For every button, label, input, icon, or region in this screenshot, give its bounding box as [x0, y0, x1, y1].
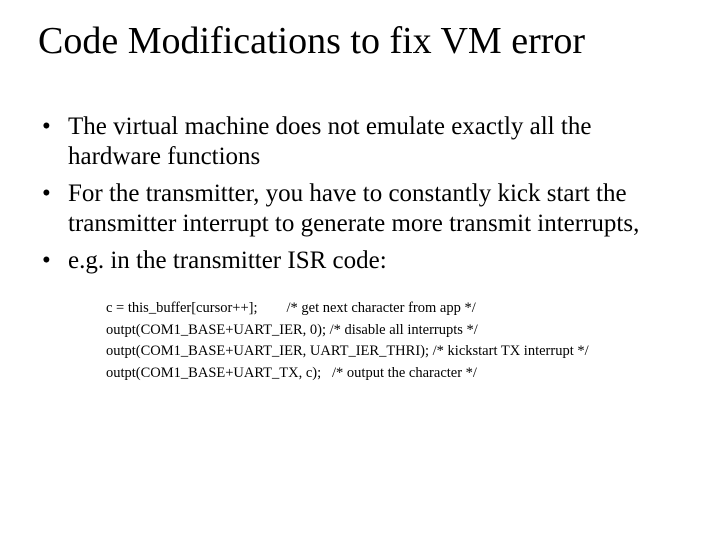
- bullet-item: e.g. in the transmitter ISR code:: [38, 246, 682, 277]
- bullet-item: The virtual machine does not emulate exa…: [38, 112, 682, 173]
- code-line: outpt(COM1_BASE+UART_IER, 0); /* disable…: [106, 322, 478, 338]
- code-line: outpt(COM1_BASE+UART_IER, UART_IER_THRI)…: [106, 343, 589, 359]
- code-line: outpt(COM1_BASE+UART_TX, c); /* output t…: [106, 365, 477, 381]
- bullet-list: The virtual machine does not emulate exa…: [38, 112, 682, 277]
- bullet-item: For the transmitter, you have to constan…: [38, 179, 682, 240]
- code-line: c = this_buffer[cursor++]; /* get next c…: [106, 300, 476, 316]
- slide-title: Code Modifications to fix VM error: [38, 20, 682, 64]
- code-block: c = this_buffer[cursor++]; /* get next c…: [106, 298, 682, 384]
- slide: Code Modifications to fix VM error The v…: [0, 0, 720, 540]
